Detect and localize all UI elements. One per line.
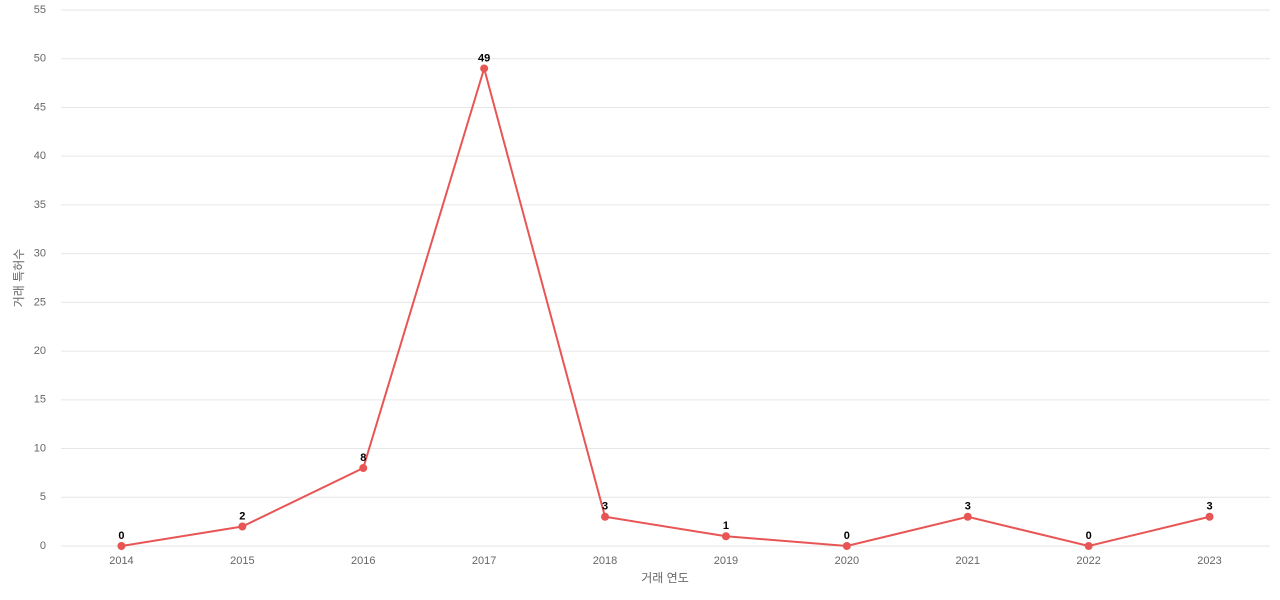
line: [121, 64, 1210, 548]
y-tick-label: 50: [34, 53, 46, 65]
value-label: 2: [239, 510, 245, 522]
y-tick-label: 30: [34, 248, 46, 260]
x-tick-label: 2018: [593, 555, 617, 567]
y-tick-label: 0: [40, 540, 46, 552]
point: [842, 542, 851, 550]
point: [1084, 542, 1093, 550]
point: [480, 64, 489, 73]
y-axis-title: 거래 특허수: [12, 249, 26, 308]
x-tick-label: 2016: [351, 555, 375, 567]
value-label: 3: [602, 501, 608, 513]
value-label: 8: [360, 452, 366, 464]
y-tick-label: 45: [34, 101, 46, 113]
x-tick-label: 2022: [1076, 555, 1100, 567]
y-tick-label: 35: [34, 199, 46, 211]
x-tick-label: 2015: [230, 555, 254, 567]
y-tick-label: 55: [34, 4, 46, 16]
point: [721, 532, 730, 541]
value-label: 0: [1086, 530, 1092, 542]
value-label: 3: [1206, 501, 1212, 513]
point: [359, 464, 368, 473]
point: [238, 522, 247, 531]
value-label: 0: [118, 530, 124, 542]
point: [117, 542, 126, 550]
x-axis-title: 거래 연도: [641, 571, 689, 585]
x-tick-label: 2021: [956, 555, 980, 567]
y-tick-label: 10: [34, 442, 46, 454]
point: [601, 512, 610, 521]
point: [963, 512, 972, 521]
point: [1205, 512, 1214, 521]
value-label: 3: [965, 501, 971, 513]
y-tick-label: 20: [34, 345, 46, 357]
value-label: 0: [844, 530, 850, 542]
y-tick-label: 40: [34, 150, 46, 162]
value-label: 1: [723, 520, 729, 532]
y-tick-label: 15: [34, 394, 46, 406]
x-tick-label: 2020: [835, 555, 859, 567]
x-tick-label: 2019: [714, 555, 738, 567]
y-tick-label: 5: [40, 491, 46, 503]
x-tick-label: 2023: [1197, 555, 1221, 567]
x-tick-label: 2017: [472, 555, 496, 567]
value-label: 49: [478, 52, 490, 64]
x-tick-label: 2014: [109, 555, 133, 567]
y-tick-label: 25: [34, 296, 46, 308]
